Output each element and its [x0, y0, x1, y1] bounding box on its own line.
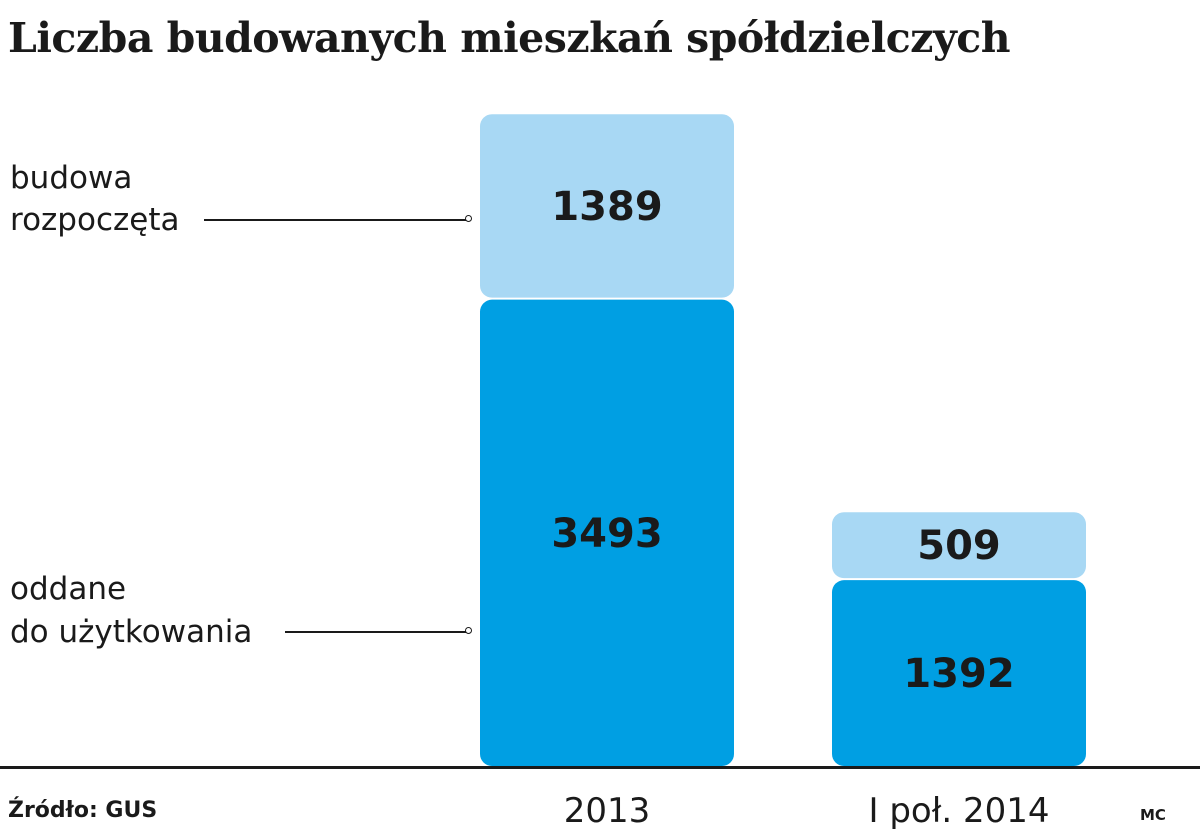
legend-started-leader [204, 219, 466, 221]
legend-started-dot [465, 215, 472, 222]
legend-started-line2: rozpoczęta [10, 202, 180, 238]
data-label-completed-0: 3493 [551, 511, 662, 557]
bar-completed-1 [832, 580, 1086, 766]
source-note: Źródło: GUS [8, 798, 158, 823]
legend-started-line1: budowa [10, 160, 133, 196]
bar-completed-0 [480, 299, 734, 766]
author-credit: MC [1140, 806, 1166, 824]
legend-completed-line1: oddane [10, 571, 127, 607]
data-label-started-0: 1389 [551, 184, 662, 230]
x-axis-baseline [0, 766, 1200, 769]
data-label-started-1: 509 [917, 523, 1001, 569]
bar-started-1 [832, 512, 1086, 579]
chart-title: Liczba budowanych mieszkań spółdzielczyc… [8, 14, 1011, 62]
x-tick-label-1: I poł. 2014 [868, 791, 1049, 831]
legend-completed-leader [285, 631, 466, 633]
legend-completed-line2: do użytkowania [10, 614, 253, 650]
bar-started-0 [480, 114, 734, 298]
x-tick-label-0: 2013 [564, 791, 651, 831]
data-label-completed-1: 1392 [903, 651, 1014, 697]
legend-completed-dot [465, 627, 472, 634]
